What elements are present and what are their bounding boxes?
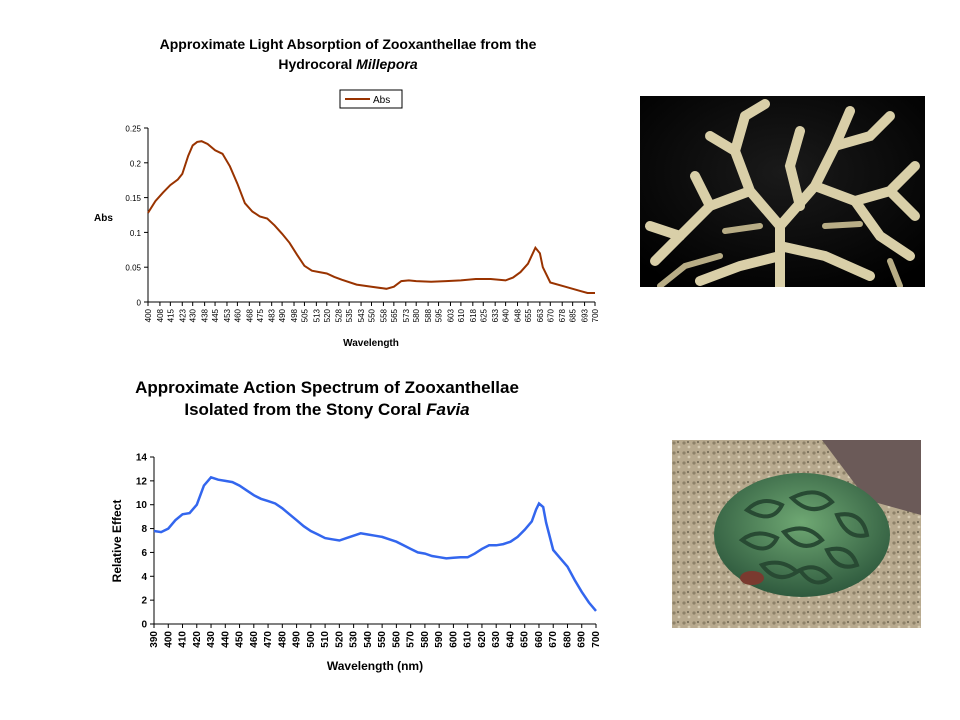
chart1-y-tick-label: 0.15 [125,194,141,203]
chart1-x-tick-label: 663 [536,308,545,322]
chart1-x-tick-label: 483 [268,308,277,322]
chart1-y-tick-label: 0.05 [125,264,141,273]
chart1-x-tick-label: 475 [256,308,265,322]
chart1-x-tick-label: 453 [223,308,232,322]
chart1-y-tick-label: 0.25 [125,125,141,134]
chart1-x-tick-label: 610 [457,308,466,322]
chart1-x-tick-label: 505 [300,308,309,322]
chart1-x-tick-label: 565 [390,308,399,322]
chart1-x-tick-label: 633 [491,308,500,322]
chart1-legend-label: Abs [373,95,390,106]
chart1-x-tick-label: 460 [233,308,242,322]
chart1-x-tick-label: 528 [335,308,344,322]
chart1-x-tick-label: 625 [479,308,488,322]
chart1-x-tick-label: 693 [581,308,590,322]
chart1-x-tick-label: 685 [569,308,578,322]
chart1-x-tick-label: 648 [514,308,523,322]
chart1-x-tick-label: 558 [379,308,388,322]
chart1-x-tick-label: 408 [156,308,165,322]
chart1-y-tick-label: 0.2 [130,159,142,168]
chart1-x-tick-label: 700 [591,308,600,322]
chart1-series-abs-line [147,140,595,294]
chart1-x-tick-label: 513 [312,308,321,322]
chart1-x-tick-label: 550 [368,308,377,322]
chart1-x-tick-label: 423 [178,308,187,322]
chart1-x-tick-label: 603 [446,308,455,322]
chart1-x-tick-label: 573 [402,308,411,322]
chart1-x-tick-label: 535 [345,308,354,322]
chart1-x-tick-label: 415 [166,308,175,322]
chart1-x-label: Wavelength [343,338,399,349]
chart1-legend: Abs [339,89,403,109]
chart1-x-tick-label: 640 [502,308,511,322]
branching-hydrocoral-millepora-photo [640,96,925,287]
chart1-y-tick-label: 0.1 [130,229,142,238]
chart1-x-tick-label: 430 [189,308,198,322]
chart1-x-tick-label: 678 [558,308,567,322]
chart1-x-tick-label: 498 [290,308,299,322]
chart1-x-tick-label: 438 [201,308,210,322]
chart1-x-tick-label: 520 [323,308,332,322]
chart1-x-tick-label: 543 [357,308,366,322]
chart1-x-tick-label: 468 [245,308,254,322]
chart1-title-line2: Hydrocoral Millepora [278,56,417,72]
chart1-y-label: Abs [94,213,113,224]
chart1-x-tick-label: 588 [424,308,433,322]
stony-coral-favia-photo [672,440,921,628]
chart1-x-tick-label: 655 [524,308,533,322]
chart1-x-tick-label: 400 [144,308,153,322]
chart1-y-tick-label: 0 [137,299,142,308]
chart1-x-tick-label: 445 [211,308,220,322]
chart1-x-tick-label: 670 [546,308,555,322]
chart1-x-tick-label: 595 [435,308,444,322]
chart1-x-tick-label: 490 [278,308,287,322]
chart1-title-line1: Approximate Light Absorption of Zooxanth… [160,36,537,52]
chart1-x-tick-label: 618 [469,308,478,322]
chart1-x-tick-label: 580 [412,308,421,322]
